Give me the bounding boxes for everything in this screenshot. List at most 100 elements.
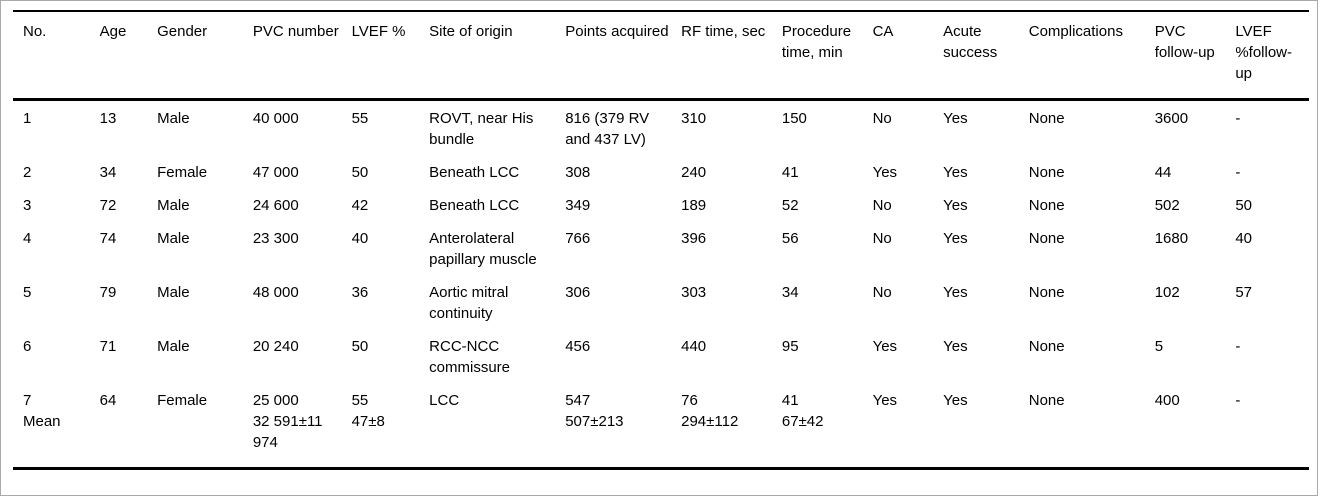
table-cell: 308 (565, 164, 591, 181)
table-cell: 95 (781, 338, 799, 355)
col-header-lvef-follow-up: LVEF %follow-up (1235, 11, 1309, 101)
table-cell: Male (157, 197, 190, 214)
table-cell: None (1028, 197, 1065, 214)
col-header-rf-time: RF time, sec (681, 11, 782, 101)
table-cell: 71 (99, 338, 117, 355)
table-cell: Yes (943, 164, 968, 181)
col-header-no: No. (13, 11, 100, 101)
table-row: 2 34 Female 47 000 50 Beneath LCC 308 240 41 Yes Y… (13, 155, 1309, 188)
table-cell: 6 (23, 338, 32, 355)
table-cell: 40 (1235, 230, 1253, 247)
table-cell: 456 (565, 338, 591, 355)
table-cell: 2 (23, 164, 32, 181)
table-cell: - (1235, 392, 1241, 409)
table-cell: Yes (943, 392, 968, 409)
table-cell: Anterolateral papillary muscle (429, 230, 537, 268)
col-header-site-of-origin: Site of origin (429, 11, 566, 101)
col-header-points-acquired: Points acquired (565, 11, 682, 101)
table-cell: 547 507±213 (565, 392, 624, 430)
table-cell: No (872, 230, 892, 247)
table-cell: 502 (1154, 197, 1180, 214)
table-cell: - (1235, 110, 1241, 127)
table-cell: 42 (351, 197, 369, 214)
col-header-pvc-number: PVC number (252, 11, 352, 101)
col-header-gender: Gender (157, 11, 253, 101)
col-header-acute-success: Acute success (943, 11, 1029, 101)
table-cell: 34 (781, 284, 799, 301)
table-cell: 3600 (1154, 110, 1189, 127)
table-cell: 41 (781, 164, 799, 181)
patients-data-table: No. Age Gender PVC number LVEF % Site of… (13, 10, 1309, 470)
table-cell: 52 (781, 197, 799, 214)
table-cell: No (872, 197, 892, 214)
table-cell: 310 (681, 110, 707, 127)
table-row: 6 71 Male 20 240 50 RCC-NCC commissure 456 440 9… (13, 329, 1309, 383)
table-cell: 102 (1154, 284, 1180, 301)
table-cell: 766 (565, 230, 591, 247)
table-cell: 5 (1154, 338, 1164, 355)
table-row: 3 72 Male 24 600 42 Beneath LCC 349 189 52 No Yes N… (13, 188, 1309, 221)
table-cell: 24 600 (252, 197, 299, 214)
table-cell: 303 (681, 284, 707, 301)
table-cell: 13 (99, 110, 117, 127)
table-cell: None (1028, 392, 1065, 409)
header-row: No. Age Gender PVC number LVEF % Site of… (13, 11, 1309, 101)
table-cell: Yes (943, 284, 968, 301)
table-cell: Male (157, 110, 190, 127)
col-header-lvef: LVEF % (351, 11, 430, 101)
table-cell: Beneath LCC (429, 164, 520, 181)
table-cell: 25 000 32 591±11 974 (252, 392, 323, 451)
table-cell: 74 (99, 230, 117, 247)
table-cell: 48 000 (252, 284, 299, 301)
table-cell: 50 (1235, 197, 1253, 214)
table-cell: Yes (943, 110, 968, 127)
table-cell: Female (157, 392, 208, 409)
table-cell: 396 (681, 230, 707, 247)
table-cell: Male (157, 284, 190, 301)
table-cell: 150 (781, 110, 807, 127)
table-cell: ROVT, near His bundle (429, 110, 534, 148)
table-cell: 50 (351, 164, 369, 181)
table-cell: 189 (681, 197, 707, 214)
table-cell: 36 (351, 284, 369, 301)
table-cell: 3 (23, 197, 32, 214)
col-header-procedure-time: Procedure time, min (781, 11, 873, 101)
table-cell: None (1028, 110, 1065, 127)
table-cell: None (1028, 284, 1065, 301)
table-cell: 20 240 (252, 338, 299, 355)
table-cell: 79 (99, 284, 117, 301)
col-header-age: Age (99, 11, 158, 101)
table-cell: 40 (351, 230, 369, 247)
table-cell: 41 67±42 (781, 392, 824, 430)
table-cell: Yes (943, 197, 968, 214)
table-cell: 400 (1154, 392, 1180, 409)
table-cell: 1680 (1154, 230, 1189, 247)
table-cell: 44 (1154, 164, 1172, 181)
table-cell: LCC (429, 392, 460, 409)
table-cell: 4 (23, 230, 32, 247)
table-cell: 64 (99, 392, 117, 409)
table-cell: 56 (781, 230, 799, 247)
table-row: 7 Mean 64 Female 25 000 32 591±11 974 55 47±… (13, 383, 1309, 469)
table-cell: Aortic mitral continuity (429, 284, 509, 322)
table-cell: 5 (23, 284, 32, 301)
col-header-ca: CA (872, 11, 944, 101)
table-cell: 76 294±112 (681, 392, 739, 430)
table-cell: Male (157, 230, 190, 247)
table-cell: None (1028, 230, 1065, 247)
table-cell: 55 (351, 110, 369, 127)
table-cell: 1 (23, 110, 32, 127)
table-cell: 40 000 (252, 110, 299, 127)
table-cell: None (1028, 338, 1065, 355)
table-cell: - (1235, 338, 1241, 355)
table-cell: Female (157, 164, 208, 181)
table-cell: 50 (351, 338, 369, 355)
table-cell: 57 (1235, 284, 1253, 301)
table-row: 4 74 Male 23 300 40 Anterolateral papillary m… (13, 221, 1309, 275)
table-cell: Yes (943, 230, 968, 247)
table-row: 1 13 Male 40 000 55 ROVT, near His bundle 816 … (13, 100, 1309, 156)
table-cell: 816 (379 RV and 437 LV) (565, 110, 650, 148)
table-cell: 349 (565, 197, 591, 214)
table-cell: 47 000 (252, 164, 299, 181)
